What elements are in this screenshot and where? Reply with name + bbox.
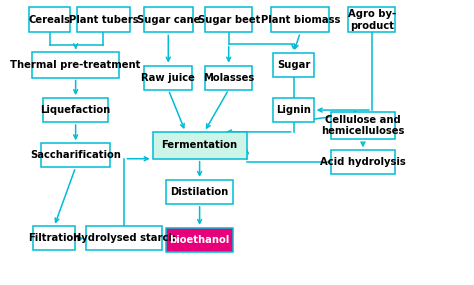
Text: Saccharification: Saccharification bbox=[30, 150, 121, 160]
FancyBboxPatch shape bbox=[41, 143, 110, 167]
FancyBboxPatch shape bbox=[144, 7, 193, 32]
Text: Cereals: Cereals bbox=[29, 15, 71, 25]
FancyBboxPatch shape bbox=[32, 52, 119, 78]
Text: Distilation: Distilation bbox=[171, 187, 229, 197]
FancyBboxPatch shape bbox=[29, 7, 71, 32]
FancyBboxPatch shape bbox=[86, 227, 163, 251]
Text: Acid hydrolysis: Acid hydrolysis bbox=[320, 157, 406, 167]
FancyBboxPatch shape bbox=[348, 7, 395, 32]
Text: Liquefaction: Liquefaction bbox=[40, 105, 111, 115]
FancyBboxPatch shape bbox=[144, 66, 192, 89]
Text: Molasses: Molasses bbox=[203, 73, 255, 83]
FancyBboxPatch shape bbox=[153, 132, 246, 159]
FancyBboxPatch shape bbox=[166, 180, 233, 204]
FancyBboxPatch shape bbox=[205, 66, 252, 89]
Text: Raw juice: Raw juice bbox=[141, 73, 195, 83]
Text: Fermentation: Fermentation bbox=[162, 140, 237, 150]
Text: Lignin: Lignin bbox=[276, 105, 311, 115]
FancyBboxPatch shape bbox=[33, 227, 75, 251]
Text: Thermal pre-treatment: Thermal pre-treatment bbox=[10, 60, 141, 70]
Text: Cellulose and
hemicelluloses: Cellulose and hemicelluloses bbox=[321, 115, 405, 136]
Text: Plant tubers: Plant tubers bbox=[69, 15, 138, 25]
Text: Plant biomass: Plant biomass bbox=[261, 15, 340, 25]
FancyBboxPatch shape bbox=[330, 150, 395, 174]
Text: Sugar beet: Sugar beet bbox=[198, 15, 260, 25]
Text: Filtration: Filtration bbox=[28, 233, 81, 243]
Text: Sugar cane: Sugar cane bbox=[137, 15, 200, 25]
FancyBboxPatch shape bbox=[273, 98, 314, 122]
Text: Agro by-
product: Agro by- product bbox=[348, 9, 396, 30]
Text: bioethanol: bioethanol bbox=[170, 235, 230, 245]
FancyBboxPatch shape bbox=[166, 228, 233, 252]
FancyBboxPatch shape bbox=[330, 112, 395, 139]
Text: Sugar: Sugar bbox=[277, 60, 310, 70]
Text: Hydrolysed starch: Hydrolysed starch bbox=[73, 233, 176, 243]
FancyBboxPatch shape bbox=[271, 7, 329, 32]
FancyBboxPatch shape bbox=[273, 53, 314, 77]
FancyBboxPatch shape bbox=[43, 98, 108, 122]
FancyBboxPatch shape bbox=[205, 7, 252, 32]
FancyBboxPatch shape bbox=[76, 7, 130, 32]
